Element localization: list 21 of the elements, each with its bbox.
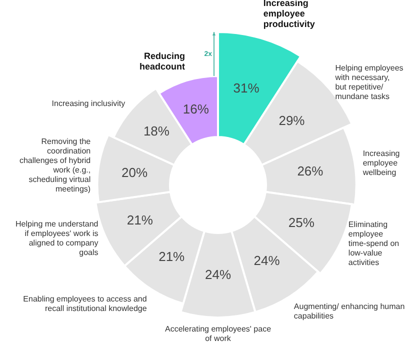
data-label: 21% bbox=[126, 212, 154, 228]
category-label: Reducing headcount bbox=[140, 50, 186, 72]
category-label: Removing the coordination challenges of hybrid work (e.g., scheduling virtual meetings) bbox=[19, 137, 92, 194]
category-label: Increasing employee wellbeing bbox=[362, 148, 400, 177]
data-label: 26% bbox=[297, 164, 324, 179]
category-label: Eliminating employee time-spend on low-value activities bbox=[348, 220, 400, 267]
data-label: 20% bbox=[121, 164, 148, 180]
category-label: Increasing inclusivity bbox=[52, 98, 126, 108]
data-label: 18% bbox=[143, 124, 170, 139]
data-label: 25% bbox=[288, 215, 315, 230]
data-label: 16% bbox=[182, 102, 210, 117]
data-label: 24% bbox=[254, 252, 280, 268]
data-label: 21% bbox=[158, 249, 186, 264]
category-label: Helping me understand if employees' work is aligned to company goals bbox=[16, 220, 98, 258]
category-label: Augmenting/ enhancing human capabilities bbox=[294, 302, 405, 321]
data-label: 29% bbox=[278, 113, 306, 128]
category-label: Helping employees with necessary, but repetitive/ mundane tasks bbox=[334, 63, 404, 101]
data-label: 31% bbox=[233, 80, 260, 96]
category-label: Enabling employees to access and recall institutional knowledge bbox=[23, 294, 148, 314]
category-label: Accelerating employees' pace of work bbox=[164, 324, 272, 343]
data-label: 24% bbox=[204, 267, 232, 282]
